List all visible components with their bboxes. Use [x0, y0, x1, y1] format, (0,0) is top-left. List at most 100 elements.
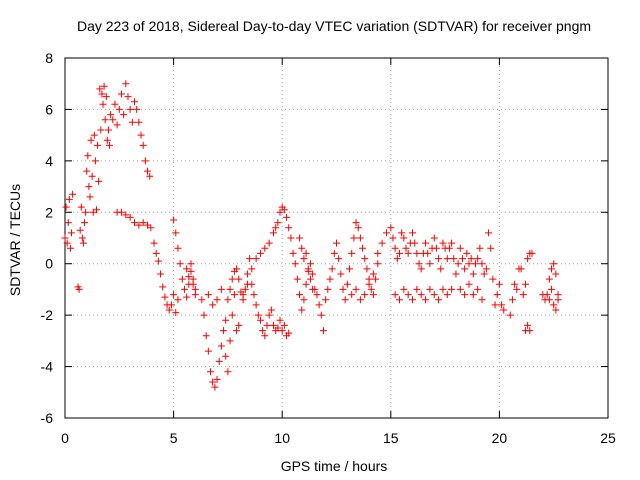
data-point: [283, 213, 291, 221]
data-point: [261, 332, 269, 340]
data-point: [228, 311, 236, 319]
data-point: [126, 105, 134, 113]
data-point: [246, 255, 254, 263]
data-point: [285, 224, 293, 232]
data-point: [432, 244, 440, 252]
data-point: [545, 296, 553, 304]
data-point: [87, 136, 95, 144]
data-point: [302, 249, 310, 257]
data-point: [66, 244, 74, 252]
data-point: [75, 285, 83, 293]
data-point: [99, 100, 107, 108]
data-point: [552, 270, 560, 278]
data-point: [183, 293, 191, 301]
data-point: [135, 118, 143, 126]
data-point: [300, 255, 308, 263]
data-point: [417, 265, 425, 273]
x-tick-label: 25: [600, 430, 616, 446]
data-point: [330, 249, 338, 257]
data-point: [267, 306, 275, 314]
data-point: [144, 167, 152, 175]
data-point: [298, 306, 306, 314]
data-point: [198, 296, 206, 304]
data-point: [548, 265, 556, 273]
data-point: [435, 296, 443, 304]
data-point: [117, 208, 125, 216]
data-point: [68, 229, 76, 237]
data-point: [122, 80, 130, 88]
data-point: [274, 324, 282, 332]
data-point: [476, 244, 484, 252]
data-point: [417, 291, 425, 299]
data-point: [472, 260, 480, 268]
data-point: [97, 126, 105, 134]
data-point: [280, 321, 288, 329]
data-point: [213, 296, 221, 304]
data-point: [252, 301, 260, 309]
data-point: [387, 224, 395, 232]
data-point: [122, 211, 130, 219]
data-point: [211, 383, 219, 391]
data-point: [154, 257, 162, 265]
data-point: [270, 321, 278, 329]
data-point: [508, 296, 516, 304]
data-point: [91, 157, 99, 165]
data-point: [187, 267, 195, 275]
data-point: [135, 221, 143, 229]
data-point: [178, 275, 186, 283]
data-point: [150, 239, 158, 247]
data-point: [65, 195, 73, 203]
data-point: [280, 206, 288, 214]
data-point: [207, 368, 215, 376]
data-point: [500, 306, 508, 314]
data-point: [393, 255, 401, 263]
data-point: [374, 260, 382, 268]
data-point: [322, 296, 330, 304]
data-point: [333, 239, 340, 247]
data-point: [174, 296, 182, 304]
data-point: [300, 296, 308, 304]
data-point: [463, 249, 471, 257]
data-point: [126, 213, 134, 221]
data-point: [81, 219, 89, 227]
data-point: [550, 301, 558, 309]
data-point: [100, 82, 108, 90]
data-point: [435, 255, 443, 263]
data-point: [350, 234, 358, 242]
data-point: [131, 219, 139, 227]
data-point: [524, 255, 532, 263]
data-point: [84, 152, 92, 160]
data-point: [63, 239, 71, 247]
data-point: [485, 229, 493, 237]
data-point: [352, 285, 360, 293]
data-point: [306, 260, 314, 268]
data-point: [248, 265, 256, 273]
data-point: [170, 291, 178, 299]
data-point: [474, 255, 482, 263]
data-point: [552, 306, 560, 314]
data-point: [83, 167, 91, 175]
data-point: [109, 116, 117, 124]
data-point: [469, 291, 477, 299]
data-point: [224, 368, 232, 376]
data-point: [64, 219, 72, 227]
data-point: [426, 260, 434, 268]
data-point: [104, 126, 112, 134]
data-point: [254, 311, 262, 319]
data-point: [439, 285, 447, 293]
data-point: [172, 229, 180, 237]
data-point: [270, 229, 278, 237]
data-point: [395, 249, 403, 257]
y-tick-label: -2: [41, 307, 54, 323]
data-point: [395, 296, 403, 304]
data-point: [409, 296, 417, 304]
data-point: [228, 275, 236, 283]
data-point: [437, 265, 445, 273]
data-point: [239, 291, 247, 299]
data-point: [389, 234, 397, 242]
data-point: [76, 226, 84, 234]
data-point: [62, 203, 70, 211]
data-point: [79, 239, 87, 247]
data-point: [382, 229, 390, 237]
data-point: [413, 285, 421, 293]
